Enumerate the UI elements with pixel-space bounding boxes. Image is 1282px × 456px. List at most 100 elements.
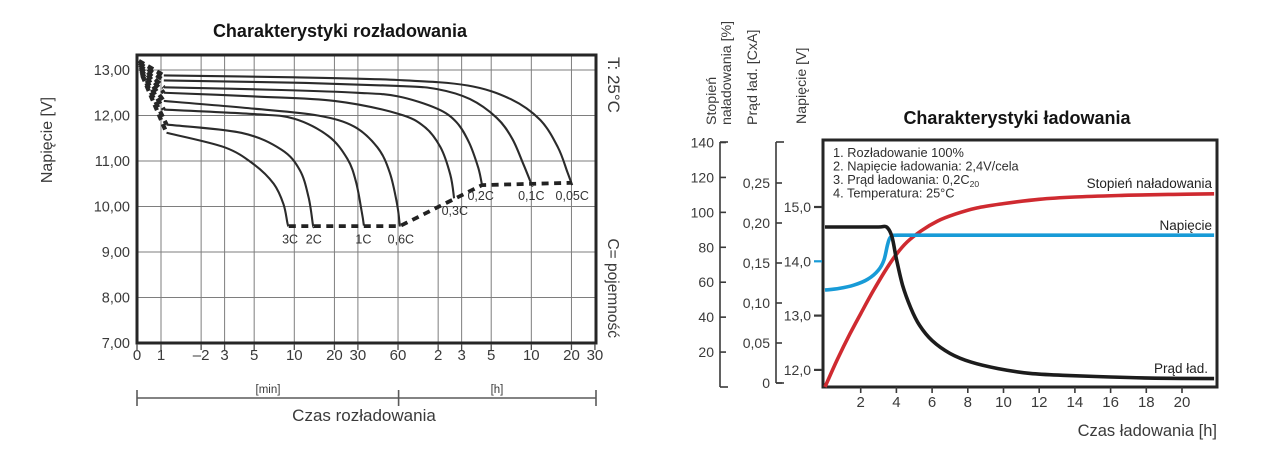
unit-label-h: [h] (491, 384, 504, 396)
soc-tick-label: 80 (698, 239, 714, 255)
x-axis-title: Czas ładowania [h] (1078, 422, 1217, 440)
x-tick-label: 6 (928, 394, 936, 411)
series-soc (823, 192, 1215, 388)
charge-chart: 140 120 100 80 60 40 20 0,25 0,20 0,15 0,10 0,05 0 15… (691, 21, 1219, 440)
chart-title: Charakterystyki ładowania (903, 108, 1131, 128)
voltage-tick-label: 15,0 (784, 199, 811, 215)
x-tick-label: 4 (892, 394, 900, 411)
soc-tick-label: 120 (691, 169, 715, 185)
soc-axis-title-line2: naładowania [%] (719, 21, 735, 125)
x-tick-label: 8 (964, 394, 972, 411)
x-tick-label: 10 (995, 394, 1012, 411)
series-0,2C (163, 86, 484, 186)
soc-axis (719, 141, 728, 388)
series-1C (163, 108, 365, 226)
soc-tick-label: 60 (698, 274, 714, 290)
chart-title: Charakterystyki rozładowania (213, 21, 468, 41)
test-conditions: 1. Rozładowanie 100%2. Napięcie ładowani… (833, 145, 1020, 201)
soc-axis-title-line1: Stopień (704, 77, 720, 125)
x-tick-label: 18 (1138, 394, 1155, 411)
x-axis-ticks (136, 344, 596, 350)
x-tick-label: 30 (350, 347, 367, 364)
y-tick-label: 12,00 (94, 109, 130, 125)
y-tick-label: 9,00 (102, 245, 130, 261)
discharge-chart: 0,05C 0,1C 0,2C0,3C 0,6C 1C 2C 3C 0 1 –2 3 5 10 20 30 6… (39, 21, 623, 425)
initial-drop-dash (139, 70, 166, 111)
capacity-note: C= pojemność (604, 238, 621, 338)
series-0,1C (163, 79, 534, 187)
current-tick-label: 0 (762, 375, 770, 391)
current-axis-title: Prąd ład. [CxA] (745, 30, 761, 125)
curve-label-0,1C: 0,1C (518, 189, 544, 203)
x-tick-label: 20 (326, 347, 343, 364)
current-tick-label: 0,15 (743, 255, 770, 271)
temperature-note: T: 25°C (604, 57, 623, 113)
x-tick-label: 12 (1031, 394, 1048, 411)
y-tick-label: 13,00 (94, 63, 130, 79)
x-tick-label: 1 (157, 347, 165, 364)
x-tick-label: 5 (487, 347, 495, 364)
current-axis (775, 141, 784, 384)
curve-label-0,2C: 0,2C (467, 189, 493, 203)
curve-label-0,6C: 0,6C (388, 232, 414, 246)
x-tick-label: 5 (250, 347, 258, 364)
series-amp (824, 224, 1215, 381)
curve-label-amp: Prąd ład. (1154, 361, 1208, 376)
series-0,6C (163, 99, 401, 227)
plot-border (821, 138, 1219, 389)
x-tick-label: 20 (563, 347, 580, 364)
x-tick-label: 2 (434, 347, 442, 364)
unit-label-min: [min] (256, 384, 281, 396)
current-tick-label: 0,05 (743, 335, 770, 351)
cutoff-dashed-line (288, 180, 572, 228)
y-tick-label: 10,00 (94, 200, 130, 216)
series-3C (166, 131, 290, 228)
plot-border (135, 53, 598, 345)
condition-line: 4. Temperatura: 25°C (833, 186, 955, 201)
voltage-axis (814, 205, 822, 371)
x-tick-label: 20 (1174, 394, 1191, 411)
initial-drop-dash (139, 68, 166, 103)
initial-drop-dash (139, 72, 169, 126)
series-2C (166, 123, 315, 229)
grid (137, 55, 596, 343)
curve-label-soc: Stopień naładowania (1087, 176, 1213, 191)
x-axis-title: Czas rozładowania (292, 406, 436, 425)
x-axis-ticks (859, 387, 1183, 393)
current-tick-label: 0,10 (743, 295, 770, 311)
curve-label-0,3C: 0,3C (442, 204, 468, 218)
series-0,3C (163, 91, 456, 199)
condition-line: 3. Prąd ładowania: 0,2C20 (833, 172, 979, 189)
x-tick-label: 0 (133, 347, 141, 364)
series-volt (824, 233, 1215, 292)
soc-tick-label: 40 (698, 309, 714, 325)
initial-drop-dashes (137, 59, 169, 134)
current-tick-label: 0,25 (743, 175, 770, 191)
voltage-tick-label: 13,0 (784, 308, 811, 324)
soc-tick-label: 140 (691, 135, 715, 151)
x-tick-label: 60 (390, 347, 407, 364)
voltage-tick-label: 12,0 (784, 362, 811, 378)
x-tick-label: 10 (286, 347, 303, 364)
time-unit-bracket (136, 390, 597, 406)
current-tick-label: 0,20 (743, 215, 770, 231)
condition-line: 1. Rozładowanie 100% (833, 145, 964, 160)
y-tick-label: 11,00 (95, 154, 130, 170)
curve-label-1C: 1C (355, 232, 371, 246)
x-tick-label: –2 (193, 347, 210, 364)
curve-label-0,05C: 0,05C (556, 189, 589, 203)
x-tick-label: 3 (457, 347, 465, 364)
discharge-curves (163, 74, 574, 229)
voltage-axis-title: Napięcie [V] (794, 48, 810, 125)
x-tick-label: 16 (1102, 394, 1119, 411)
y-tick-label: 7,00 (102, 336, 130, 352)
curve-label-3C: 3C (282, 232, 298, 246)
y-axis-title: Napięcie [V] (39, 97, 56, 183)
soc-tick-label: 20 (698, 344, 714, 360)
voltage-tick-label: 14,0 (784, 253, 811, 269)
x-tick-label: 14 (1067, 394, 1084, 411)
curve-label-volt: Napięcie (1159, 218, 1212, 233)
soc-tick-label: 100 (691, 204, 715, 220)
